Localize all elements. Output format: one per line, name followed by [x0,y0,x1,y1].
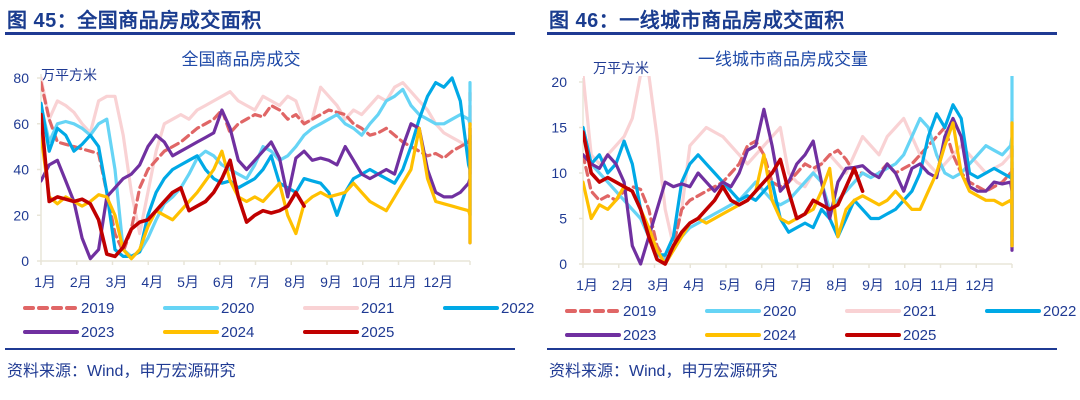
legend-item-2020: 2020 [163,300,254,317]
chart-title: 一线城市商品房成交量 [698,50,868,69]
legend-label: 2025 [903,327,936,344]
legend-item-2023: 2023 [23,324,114,341]
legend-item-2024: 2024 [705,327,796,344]
x-tick-label: 6月 [755,277,777,293]
y-tick-label: 60 [13,116,29,132]
x-tick-label: 6月 [213,274,235,290]
series-line-2025 [583,130,865,266]
legend-item-2023: 2023 [565,327,656,344]
legend-item-2021: 2021 [845,303,936,320]
legend-label: 2025 [361,324,394,341]
x-tick-label: 8月 [284,274,306,290]
x-tick-label: 4月 [141,274,163,290]
figure-panel-left: 图 45：全国商品房成交面积 全国商品房成交万平方米 0 20 40 60 80 1月 2月 3… [5,0,535,400]
x-tick-label: 7月 [791,277,813,293]
x-tick-label: 1月 [34,274,56,290]
y-tick-label: 10 [551,165,567,181]
source-note: 资料来源：Wind，申万宏源研究 [549,363,778,380]
x-tick-label: 2月 [612,277,634,293]
legend-item-2024: 2024 [163,324,254,341]
series-line-2022 [41,76,472,258]
y-axis-unit-label: 万平方米 [41,67,97,83]
y-tick-label: 0 [559,256,567,272]
x-tick-label: 12月 [423,274,453,290]
legend-item-2022: 2022 [443,300,534,317]
x-tick-label: 1月 [576,277,598,293]
title-rule [5,32,515,35]
x-tick-label: 9月 [862,277,884,293]
source-rule [547,348,1057,350]
x-tick-label: 7月 [249,274,271,290]
x-tick-label: 2月 [70,274,92,290]
title-rule [547,32,1057,35]
y-tick-label: 20 [13,207,29,223]
legend-label: 2020 [763,303,796,320]
legend-item-2019: 2019 [565,303,656,320]
x-tick-label: 4月 [683,277,705,293]
x-tick-label: 11月 [388,274,417,290]
legend-item-2025: 2025 [303,324,394,341]
x-tick-label: 10月 [894,277,924,293]
legend-label: 2022 [1043,303,1076,320]
legend-label: 2023 [623,327,656,344]
figure-title: 图 45：全国商品房成交面积 [7,10,262,32]
legend-label: 2019 [623,303,656,320]
y-tick-label: 80 [13,70,29,86]
legend-item-2025: 2025 [845,327,936,344]
legend-label: 2019 [81,300,114,317]
x-tick-label: 10月 [352,274,382,290]
legend-label: 2021 [361,300,394,317]
y-axis-unit-label: 万平方米 [593,60,649,76]
y-tick-label: 20 [551,74,567,90]
x-tick-label: 5月 [177,274,199,290]
x-tick-label: 12月 [965,277,995,293]
source-rule [5,348,515,350]
series-line-2024 [41,122,472,261]
series-line-2025 [41,112,306,259]
series-line-2023 [583,107,1014,266]
legend-item-2019: 2019 [23,300,114,317]
legend-label: 2024 [221,324,254,341]
x-tick-label: 9月 [320,274,342,290]
x-tick-label: 5月 [719,277,741,293]
x-tick-label: 3月 [648,277,670,293]
x-tick-label: 8月 [826,277,848,293]
legend-item-2021: 2021 [303,300,394,317]
y-tick-label: 5 [559,211,567,227]
legend-label: 2024 [763,327,796,344]
legend-label: 2023 [81,324,114,341]
series-line-2020 [583,76,1014,261]
chart-title: 全国商品房成交 [182,50,301,69]
y-tick-label: 40 [13,162,29,178]
x-tick-label: 11月 [930,277,959,293]
series-group [583,76,1014,266]
legend-item-2020: 2020 [705,303,796,320]
y-tick-label: 0 [21,253,29,269]
source-note: 资料来源：Wind，申万宏源研究 [7,363,236,380]
series-line-2020 [41,80,472,258]
legend-item-2022: 2022 [985,303,1076,320]
legend-label: 2022 [501,300,534,317]
x-tick-label: 3月 [106,274,128,290]
legend-label: 2020 [221,300,254,317]
y-tick-label: 15 [551,120,567,136]
figure-title: 图 46：一线城市商品房成交面积 [549,10,845,32]
figure-panel-right: 图 46：一线城市商品房成交面积 一线城市商品房成交量 万平方米 0 5 10 15 20 1… [547,0,1077,400]
series-group [41,76,472,261]
legend-label: 2021 [903,303,936,320]
